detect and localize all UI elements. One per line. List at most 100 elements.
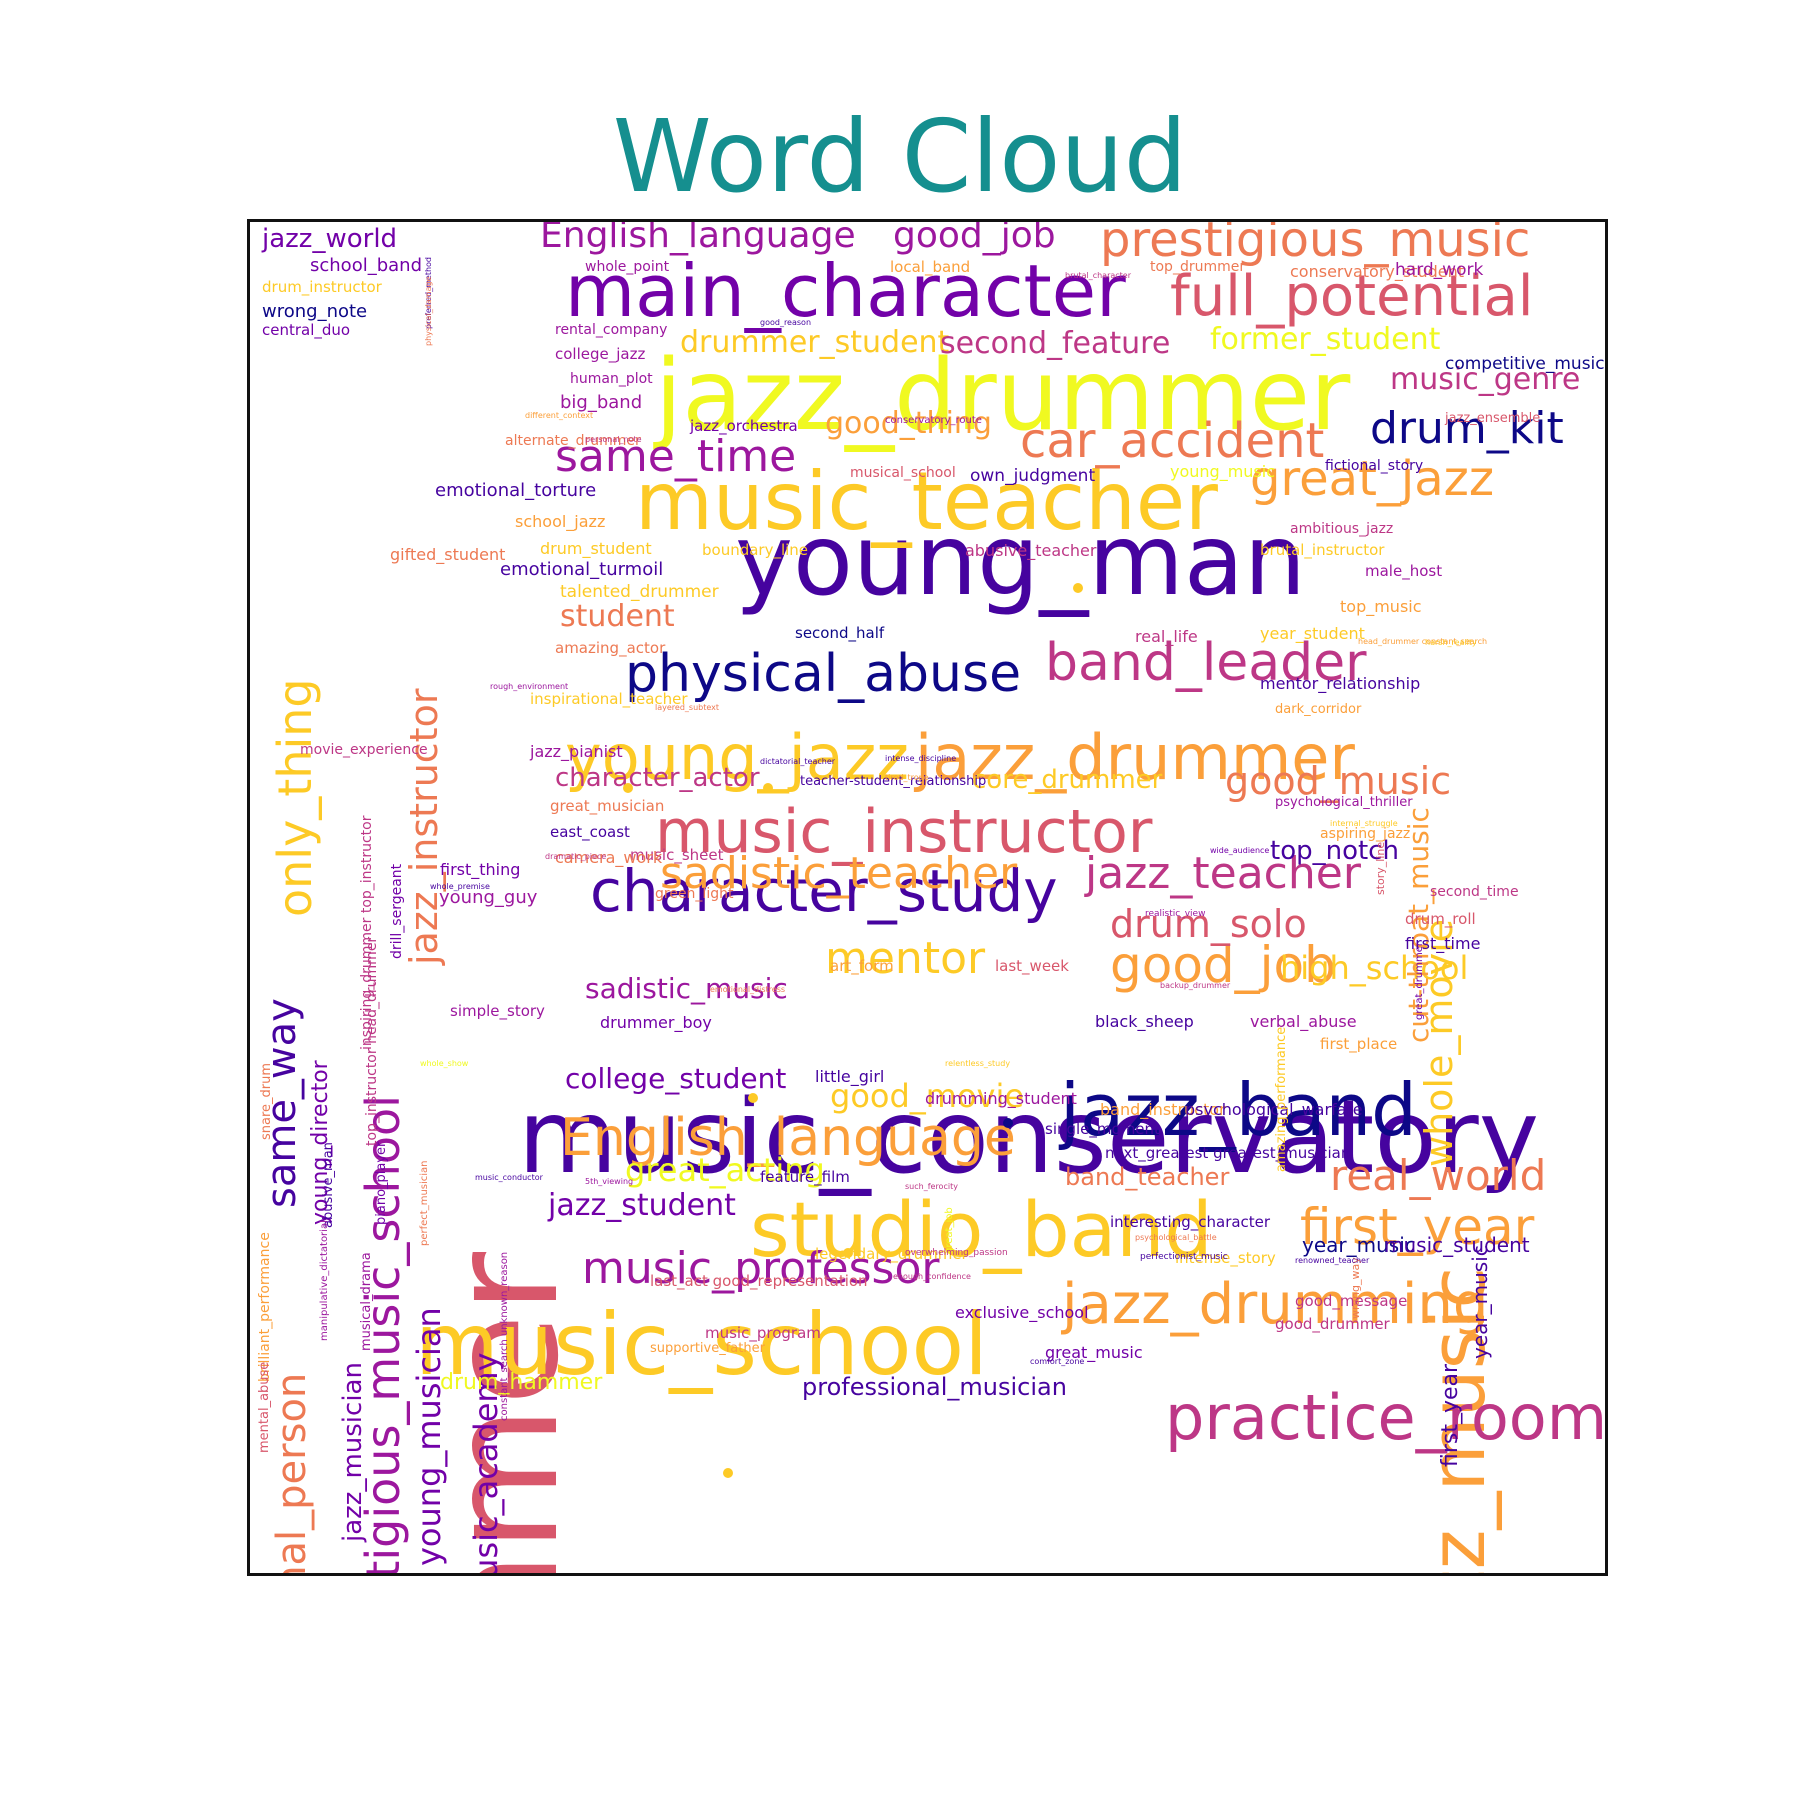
cloud-word: music_instructor xyxy=(655,797,1153,867)
cloud-word: top_notch xyxy=(1270,836,1399,866)
cloud-word: local_band xyxy=(890,258,971,276)
cloud-word: great_jazz xyxy=(1250,451,1495,507)
cloud-word: male_host xyxy=(1365,562,1443,580)
cloud-word: top_instructor head_drummer xyxy=(364,936,380,1147)
cloud-word: first_thing xyxy=(440,860,521,879)
cloud-word: story_line xyxy=(1374,841,1387,896)
cloud-word: drumming_student xyxy=(925,1089,1077,1108)
cloud-word: whole_show xyxy=(420,1059,469,1068)
cloud-word: good_movie xyxy=(830,1077,1025,1115)
cloud-word: psychological_thriller xyxy=(1275,795,1413,810)
cloud-word: green_light xyxy=(655,886,734,902)
cloud-word: black_sheep xyxy=(1095,1012,1194,1031)
cloud-word: mentor_relationship xyxy=(1260,674,1421,693)
cloud-word: 5th_viewing xyxy=(585,1177,634,1186)
cloud-word: single_moment xyxy=(1045,1120,1160,1138)
cloud-word: jazz_drumming xyxy=(1062,1272,1489,1337)
cloud-word: intense_discipline xyxy=(885,754,957,763)
cloud-word: school_jazz xyxy=(515,512,606,531)
cloud-word: jazz_drummer xyxy=(915,721,1355,794)
cloud-word: verbal_abuse xyxy=(1250,1012,1357,1031)
cloud-word: good_drummer xyxy=(1275,1315,1390,1333)
cloud-word: great_acting xyxy=(625,1151,825,1189)
cloud-word: top_music xyxy=(1340,597,1422,616)
cloud-word: mental_abuse xyxy=(257,1361,272,1454)
cloud-word: constant_search unknown_reason xyxy=(499,1251,510,1422)
cloud-word: perfect_musician xyxy=(419,1159,430,1246)
cloud-word: young_guy xyxy=(439,887,538,908)
cloud-word: realistic_view xyxy=(1145,909,1206,919)
cloud-word: second_half xyxy=(795,624,885,642)
cloud-dot xyxy=(748,1093,758,1103)
cloud-word: good_thing xyxy=(825,406,992,441)
cloud-word: character_study xyxy=(590,857,1058,925)
cloud-word: little_girl xyxy=(815,1067,885,1086)
cloud-word: wrong_note xyxy=(262,301,368,322)
cloud-word: English_language xyxy=(540,219,856,256)
cloud-word: abusive_man xyxy=(321,1141,336,1228)
cloud-word: core_drummer xyxy=(972,765,1163,795)
cloud-word: aspiring_jazz xyxy=(1320,826,1411,842)
cloud-word: music_program xyxy=(705,1324,821,1342)
cloud-word: young_jazz xyxy=(565,721,909,794)
cloud-word: layered_subtext xyxy=(655,703,719,712)
cloud-word: jazz_musician xyxy=(338,1361,368,1542)
cloud-dot xyxy=(1003,1118,1013,1128)
cloud-word: high_school xyxy=(1280,949,1469,987)
cloud-word: teacher-student_relationship xyxy=(800,774,987,789)
cloud-word: studio_band xyxy=(750,1185,1213,1274)
cloud-word: central_duo xyxy=(262,321,351,339)
cloud-word: first_year xyxy=(1438,1363,1463,1468)
cloud-word: good_music xyxy=(1225,759,1452,803)
cloud-word: hard_work xyxy=(1395,260,1484,280)
cloud-word: internal_struggle xyxy=(1330,819,1398,828)
cloud-word: jazz_drummer xyxy=(655,339,1351,453)
cloud-word: wrong_way xyxy=(1349,1256,1362,1319)
cloud-word: band_teacher xyxy=(1065,1163,1230,1191)
cloud-word: physical_damage xyxy=(424,276,433,347)
cloud-word: main_character xyxy=(565,249,1126,333)
cloud-word: interesting_character xyxy=(1110,1213,1271,1231)
cloud-dot xyxy=(623,783,633,793)
cloud-word: boundary_line xyxy=(702,541,809,559)
cloud-word: band_instructor xyxy=(1100,1100,1226,1119)
cloud-word: good_job xyxy=(893,219,1056,256)
cloud-word: jazz_band xyxy=(1060,1068,1417,1152)
cloud-word: drum_hammer xyxy=(440,1370,603,1395)
cloud-word: drummer_student xyxy=(680,325,950,360)
cloud-dot xyxy=(723,1468,733,1478)
cloud-word: rental_company xyxy=(555,322,668,338)
cloud-word: car_accident xyxy=(1020,413,1325,469)
cloud-word: snare_drum xyxy=(259,1062,274,1141)
cloud-word: music_teacher xyxy=(635,455,1218,548)
cloud-word: harsh_reality xyxy=(1425,638,1477,647)
cloud-word: first_year xyxy=(1300,1198,1535,1256)
cloud-word: full_potential xyxy=(1170,264,1534,329)
cloud-word: simple_story xyxy=(450,1002,545,1020)
cloud-word: renowned_teacher xyxy=(1295,1256,1370,1265)
cloud-word: second_feature xyxy=(940,326,1171,361)
cloud-word: drum_kit xyxy=(1370,403,1564,454)
cloud-word: only_thing xyxy=(268,678,322,917)
cloud-word: jazz_student xyxy=(548,1188,736,1223)
cloud-word: different_context xyxy=(525,411,594,420)
cloud-word: year_music xyxy=(1302,1233,1416,1257)
cloud-word: ambitious_jazz xyxy=(1290,521,1394,537)
cloud-word: drummer_boy xyxy=(600,1013,712,1032)
cloud-word: young_musician xyxy=(410,1307,448,1566)
cloud-word: good_message xyxy=(1295,1292,1408,1310)
cloud-word: great_drummer xyxy=(1414,941,1425,1020)
cloud-word: brilliant_performance xyxy=(257,1231,273,1382)
chart-title: Word Cloud xyxy=(612,98,1188,215)
cloud-word: conservatory_student xyxy=(1290,262,1465,281)
cloud-word: jazz_instructor xyxy=(402,688,446,966)
cloud-word: next_greatest greatest_musician xyxy=(1105,1144,1351,1162)
cloud-word: east_coast xyxy=(550,823,630,841)
cloud-dot xyxy=(1073,583,1083,593)
cloud-word: college_student xyxy=(565,1062,787,1095)
cloud-word: music_sheet xyxy=(630,846,724,864)
cloud-word: dramatic_piece xyxy=(545,852,607,861)
cloud-word: young_music xyxy=(1170,462,1275,481)
cloud-word: own_judgment xyxy=(970,466,1096,486)
cloud-word: student xyxy=(560,599,675,634)
